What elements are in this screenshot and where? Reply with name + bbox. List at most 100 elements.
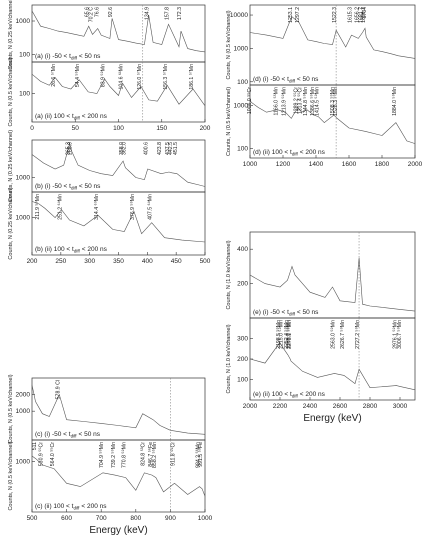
panel-label-sub: diff xyxy=(71,434,78,439)
panel-label-part: < 200 ns xyxy=(300,149,326,156)
peak-label: 1166.0 ⁵⁵Mn xyxy=(273,87,279,116)
spectrum-line xyxy=(31,201,206,243)
peak-label: 54.4 ⁵⁹Mn xyxy=(75,64,81,87)
x-tick-label: 1600 xyxy=(342,161,357,168)
peak-label: 824.8 ⁵³Cr xyxy=(140,442,146,466)
plot-frame xyxy=(249,231,416,319)
peak-label: 134.9 xyxy=(145,7,151,20)
spectrum-line xyxy=(31,384,206,435)
panel-label: (c) (i) -50 < tdiff < 50 ns xyxy=(35,431,101,439)
x-tick-label: 600 xyxy=(61,515,72,522)
peak-label: 858.2 ⁵⁵Mn xyxy=(152,442,158,468)
x-tick-label: 2800 xyxy=(363,403,378,410)
peak-label: 451.5 xyxy=(173,142,179,155)
x-axis-label: Energy (keV) xyxy=(89,525,147,536)
peak-label: 157.8 xyxy=(164,7,170,20)
y-axis-label: Counts, N (0.5 keV/channel) xyxy=(8,57,14,126)
panel-label: (a) (ii) 100 < tdiff < 200 ns xyxy=(35,113,108,121)
spectrum-line xyxy=(249,97,416,144)
x-tick-label: 1800 xyxy=(375,161,390,168)
y-tick-label: 1000 xyxy=(16,215,31,222)
peak-label: 984.2 ⁵⁶Mn xyxy=(196,442,202,468)
y-tick-label: 1000 xyxy=(234,45,249,52)
peak-label: 126.0 ⁵⁷Mn xyxy=(137,64,143,90)
peak-label: 1006.0 ⁵⁵Cr xyxy=(247,87,253,114)
peak-label: 1656.2 xyxy=(354,7,360,23)
x-tick-label: 2000 xyxy=(408,161,423,168)
y-tick-label: 1000 xyxy=(234,103,249,110)
panel-label: (e) (i) -50 < tdiff < 50 ns xyxy=(253,309,319,317)
panel-label-sub: diff xyxy=(71,56,78,61)
peak-label: 26.6 ⁵⁷Mn xyxy=(51,64,57,87)
peak-label: 3006.7 ⁵⁹Mn xyxy=(397,320,403,349)
peak-label: 739.2 ⁵⁹Mn xyxy=(111,442,117,468)
peak-label: 376.9 ⁵⁹Mn xyxy=(130,194,136,220)
panel-label: (b) (ii) 100 < tdiff < 200 ns xyxy=(35,246,108,254)
peak-label: 423.8 xyxy=(157,142,163,155)
y-axis-label: Counts, N (0.5 keV/channel) xyxy=(8,441,14,510)
panel-label: (a) (i) -50 < tdiff < 50 ns xyxy=(35,53,101,61)
plot-frame xyxy=(249,84,416,159)
y-axis-label: Counts, N (0.25 keV/channel) xyxy=(8,0,14,70)
peak-label: 991.5 ⁵⁵Fe xyxy=(198,442,204,467)
panel-label-sub: diff xyxy=(74,116,81,121)
y-axis-label: Counts, N (0.5 keV/channel) xyxy=(226,87,232,156)
x-tick-label: 2400 xyxy=(303,403,318,410)
peak-label: 2268.0 ⁵⁹Mn xyxy=(286,320,292,349)
panel-label-part: < 50 ns xyxy=(297,76,319,83)
peak-label: 1681.7 xyxy=(358,7,364,23)
peak-label: 1213.9 ⁵⁹Mn xyxy=(281,87,287,116)
panel-label: (d) (i) -50 < tdiff < 50 ns xyxy=(253,76,319,84)
peak-label: 65.6 xyxy=(85,7,91,17)
spectrum-line xyxy=(31,455,206,497)
peak-label: 2727.2 ⁵⁹Mn xyxy=(355,320,361,349)
panel-label: (d) (ii) 100 < tdiff < 200 ns xyxy=(253,149,326,157)
panel-label-part: (b) (ii) 100 < t xyxy=(35,246,74,253)
peak-label: 1253.1 xyxy=(288,7,294,23)
panel-label-part: (e) (i) -50 < t xyxy=(253,309,289,316)
panel-label: (b) (i) -50 < tdiff < 50 ns xyxy=(35,183,101,191)
x-tick-label: 500 xyxy=(27,515,38,522)
panel-label-part: (d) (i) -50 < t xyxy=(253,76,289,83)
spectrum-line xyxy=(249,342,416,391)
peak-label: 1704 xyxy=(362,7,368,19)
y-tick-label: 10000 xyxy=(230,12,248,19)
x-tick-label: 900 xyxy=(165,515,176,522)
panel-label-part: < 200 ns xyxy=(300,391,326,398)
panel-label-part: (c) (i) -50 < t xyxy=(35,431,71,438)
y-tick-label: 200 xyxy=(237,356,248,363)
x-tick-label: 2000 xyxy=(243,403,258,410)
peak-label: 358.0 xyxy=(119,142,125,155)
x-tick-label: 450 xyxy=(171,258,182,265)
peak-label: 1696.7 xyxy=(361,7,367,23)
y-axis-label: Counts, N (1.0 keV/channel) xyxy=(226,324,232,393)
peak-label: 172.3 xyxy=(177,7,183,20)
peak-label: 2252.4 ⁵⁹Mn xyxy=(284,320,290,349)
peak-label: 442.5 xyxy=(168,142,174,155)
peak-label: 400.6 xyxy=(144,142,150,155)
panel-label-sub: diff xyxy=(73,506,80,511)
panel-label-part: < 50 ns xyxy=(79,53,101,60)
x-tick-label: 1200 xyxy=(276,161,291,168)
panel-label-part: (b) (i) -50 < t xyxy=(35,183,71,190)
peak-label: 846.7 ⁵⁶Fe xyxy=(148,442,154,467)
peak-label: 2626.7 ⁵⁹Mn xyxy=(340,320,346,349)
spectrum-line xyxy=(249,257,416,312)
peak-label: 1297.2 xyxy=(295,7,301,23)
peak-label: 1508.3 ⁵⁹Mn xyxy=(330,87,336,116)
panel-label-part: (a) (i) -50 < t xyxy=(35,53,71,60)
x-tick-label: 2200 xyxy=(273,403,288,410)
panel-label-part: (a) (ii) 100 < t xyxy=(35,113,74,120)
peak-label: 70.2 C xyxy=(89,7,95,23)
peak-label: 564.0 ⁵⁵Cr xyxy=(50,442,56,466)
y-tick-label: 100 xyxy=(19,52,30,59)
peak-label: 770.8 ⁵⁹Mn xyxy=(122,442,128,468)
peak-label: 2215.0 ⁵⁹Mn xyxy=(278,320,284,349)
y-tick-label: 300 xyxy=(237,336,248,343)
panel-label-part: < 200 ns xyxy=(81,503,107,510)
peak-label: 407.5 ⁶⁰Mn xyxy=(148,194,154,220)
peak-label: 2198.5 ⁵⁹Mn xyxy=(276,320,282,349)
panel-label-sub: diff xyxy=(289,79,296,84)
y-axis-label: Counts, N (1.0 keV/channel) xyxy=(226,240,232,309)
y-axis-label: Counts, N (0.25 keV/channel) xyxy=(8,130,14,202)
